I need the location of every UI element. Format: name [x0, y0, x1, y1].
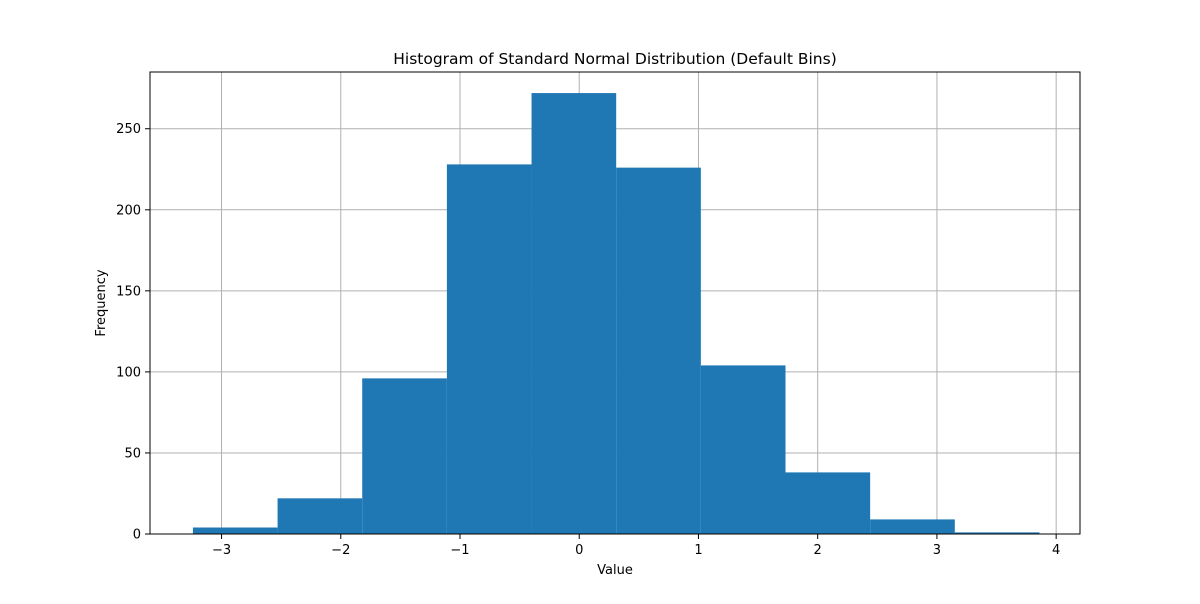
- histogram-bar: [362, 378, 447, 534]
- x-tick-label: −3: [212, 543, 231, 558]
- histogram-bar: [700, 365, 786, 534]
- histogram-bar: [785, 472, 871, 534]
- y-tick-label: 150: [116, 284, 141, 299]
- x-axis-label: Value: [597, 563, 633, 578]
- y-tick-label: 100: [116, 365, 141, 380]
- x-tick-label: 3: [933, 543, 941, 558]
- x-tick-label: 4: [1052, 543, 1060, 558]
- y-tick-label: 0: [133, 528, 141, 543]
- histogram-bar: [870, 519, 955, 534]
- x-axis-ticks: −3 −2 −1 0 1 2 3 4: [212, 534, 1060, 558]
- y-tick-label: 250: [116, 122, 141, 137]
- histogram-bar: [446, 164, 532, 534]
- y-tick-label: 50: [124, 446, 141, 461]
- y-axis-label: Frequency: [94, 269, 109, 336]
- histogram-bar: [277, 498, 363, 534]
- x-tick-label: −2: [331, 543, 350, 558]
- x-tick-label: 0: [575, 543, 583, 558]
- x-tick-label: 1: [694, 543, 702, 558]
- histogram-bar: [531, 93, 617, 535]
- histogram-bars: [192, 93, 1040, 535]
- histogram-bar: [192, 527, 278, 534]
- x-tick-label: 2: [814, 543, 822, 558]
- y-axis-ticks: 0 50 100 150 200 250: [116, 122, 150, 543]
- histogram-bar: [954, 532, 1040, 534]
- y-tick-label: 200: [116, 203, 141, 218]
- x-tick-label: −1: [450, 543, 469, 558]
- chart-title: Histogram of Standard Normal Distributio…: [393, 50, 837, 68]
- histogram-bar: [616, 167, 701, 535]
- plot-frame: [149, 71, 1081, 535]
